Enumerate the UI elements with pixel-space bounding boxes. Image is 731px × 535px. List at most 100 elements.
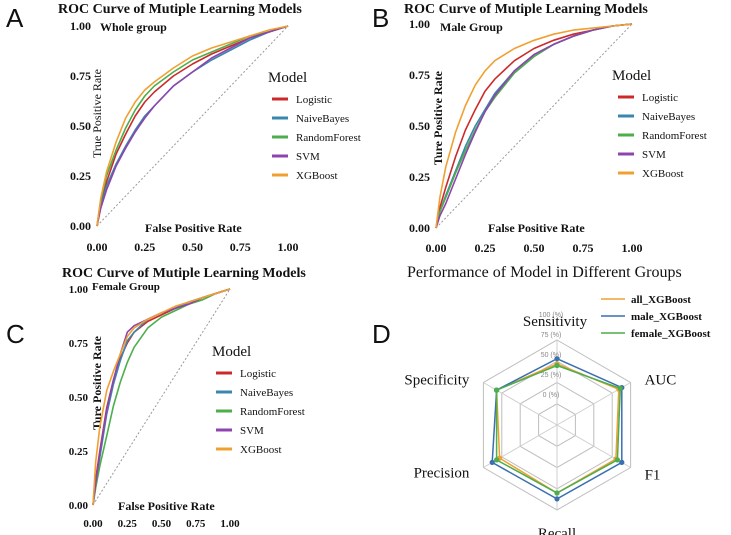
- y-tick-label: 0.50: [70, 119, 91, 133]
- panel-letter-d: D: [372, 319, 391, 349]
- x-tick-label: 0.25: [134, 240, 155, 254]
- roc-curve-xgboost: [435, 23, 633, 229]
- diagonal-reference-line: [92, 288, 231, 506]
- x-tick-label: 0.50: [152, 518, 172, 530]
- y-tick-label: 0.25: [69, 446, 89, 458]
- legend-label: SVM: [642, 149, 666, 161]
- legend-label: NaiveBayes: [296, 113, 349, 125]
- legend-label: NaiveBayes: [642, 111, 695, 123]
- radar-axis-label: AUC: [645, 373, 677, 389]
- legend-label: RandomForest: [240, 406, 305, 418]
- x-tick-label: 0.50: [524, 241, 545, 255]
- panel-b-xlabel: False Positive Rate: [488, 221, 585, 235]
- legend-label: XGBoost: [240, 444, 282, 456]
- radar-point: [617, 385, 623, 391]
- roc-curve-xgboost: [92, 288, 231, 506]
- roc-curve-svm: [435, 23, 633, 229]
- x-tick-label: 0.50: [182, 240, 203, 254]
- diagonal-reference-line: [435, 23, 633, 229]
- radar-point: [494, 457, 500, 463]
- x-tick-label: 1.00: [220, 518, 240, 530]
- y-tick-label: 0.00: [409, 221, 430, 235]
- panel-letter-b: B: [372, 3, 389, 33]
- x-tick-label: 0.75: [186, 518, 206, 530]
- legend-label: XGBoost: [642, 168, 684, 180]
- x-tick-label: 0.00: [426, 241, 447, 255]
- legend-label: all_XGBoost: [631, 294, 691, 306]
- radar-point: [619, 459, 625, 465]
- roc-panel-female-group: ROC Curve of Mutiple Learning Models Fem…: [62, 266, 306, 530]
- y-tick-label: 1.00: [409, 17, 430, 31]
- panel-a-title: ROC Curve of Mutiple Learning Models: [58, 2, 302, 17]
- roc-panel-male-group: ROC Curve of Mutiple Learning Models Mal…: [404, 2, 707, 255]
- panel-c-title: ROC Curve of Mutiple Learning Models: [62, 266, 306, 281]
- x-tick-label: 0.00: [87, 240, 108, 254]
- x-tick-label: 0.25: [118, 518, 138, 530]
- radar-point: [614, 457, 621, 463]
- legend-label: female_XGBoost: [631, 328, 711, 340]
- panel-letter-a: A: [6, 3, 24, 33]
- legend-label: Logistic: [296, 94, 332, 106]
- roc-panel-whole-group: ROC Curve of Mutiple Learning Models Who…: [58, 2, 361, 254]
- legend-label: Logistic: [240, 368, 276, 380]
- radar-point: [554, 356, 560, 362]
- y-tick-label: 0.50: [69, 392, 89, 404]
- radar-axis-label: F1: [645, 468, 661, 484]
- radar-panel: Performance of Model in Different Groups…: [404, 264, 710, 535]
- y-tick-label: 1.00: [70, 19, 91, 33]
- legend-label: RandomForest: [642, 130, 707, 142]
- panel-a-ylabel: True Positive Rate: [90, 69, 104, 158]
- legend-label: male_XGBoost: [631, 311, 702, 323]
- radar-tick-label: 100 (%): [539, 312, 564, 319]
- y-tick-label: 0.75: [409, 68, 430, 82]
- y-tick-label: 1.00: [69, 284, 89, 296]
- legend-label: SVM: [240, 425, 264, 437]
- radar-tick-label: 25 (%): [541, 372, 562, 379]
- legend-label: NaiveBayes: [240, 387, 293, 399]
- panel-b-ylabel: Ture Positive Rate: [431, 70, 445, 165]
- panel-a-legend-title: Model: [268, 70, 307, 86]
- radar-axis-label: Precision: [414, 466, 470, 482]
- panel-c-subtitle: Female Group: [92, 281, 160, 293]
- roc-curve-randomforest: [92, 288, 231, 506]
- panel-a-xlabel: False Positive Rate: [145, 221, 242, 235]
- radar-tick-label: 0 (%): [543, 392, 560, 399]
- radar-point: [554, 496, 560, 502]
- panel-b-legend-title: Model: [612, 68, 651, 84]
- y-tick-label: 0.75: [69, 338, 89, 350]
- radar-axis-label: Recall: [538, 526, 576, 535]
- panel-letter-c: C: [6, 319, 25, 349]
- legend-label: Logistic: [642, 92, 678, 104]
- x-tick-label: 0.25: [475, 241, 496, 255]
- y-tick-label: 0.50: [409, 119, 430, 133]
- x-tick-label: 1.00: [278, 240, 299, 254]
- y-tick-label: 0.25: [409, 170, 430, 184]
- x-tick-label: 1.00: [622, 241, 643, 255]
- radar-point: [554, 490, 560, 496]
- x-tick-label: 0.75: [230, 240, 251, 254]
- y-tick-label: 0.00: [70, 219, 91, 233]
- x-tick-label: 0.00: [83, 518, 103, 530]
- roc-curve-xgboost: [96, 25, 289, 227]
- radar-point: [494, 387, 500, 393]
- radar-point: [489, 459, 495, 465]
- panel-b-subtitle: Male Group: [440, 20, 503, 34]
- y-tick-label: 0.25: [70, 169, 91, 183]
- radar-point: [554, 362, 560, 369]
- x-tick-label: 0.75: [573, 241, 594, 255]
- y-tick-label: 0.00: [69, 500, 89, 512]
- roc-curve-svm: [96, 25, 289, 227]
- radar-tick-label: 50 (%): [541, 352, 562, 359]
- radar-axis-label: Sensitivity: [523, 314, 588, 330]
- panel-c-xlabel: False Positive Rate: [118, 499, 215, 513]
- radar-axis-label: Specificity: [404, 373, 469, 389]
- y-tick-label: 0.75: [70, 69, 91, 83]
- legend-label: RandomForest: [296, 132, 361, 144]
- legend-label: XGBoost: [296, 170, 338, 182]
- legend-label: SVM: [296, 151, 320, 163]
- panel-c-ylabel: Ture Positive Rate: [90, 335, 104, 430]
- panel-a-subtitle: Whole group: [100, 20, 167, 34]
- panel-b-title: ROC Curve of Mutiple Learning Models: [404, 2, 648, 17]
- radar-tick-label: 75 (%): [541, 332, 562, 339]
